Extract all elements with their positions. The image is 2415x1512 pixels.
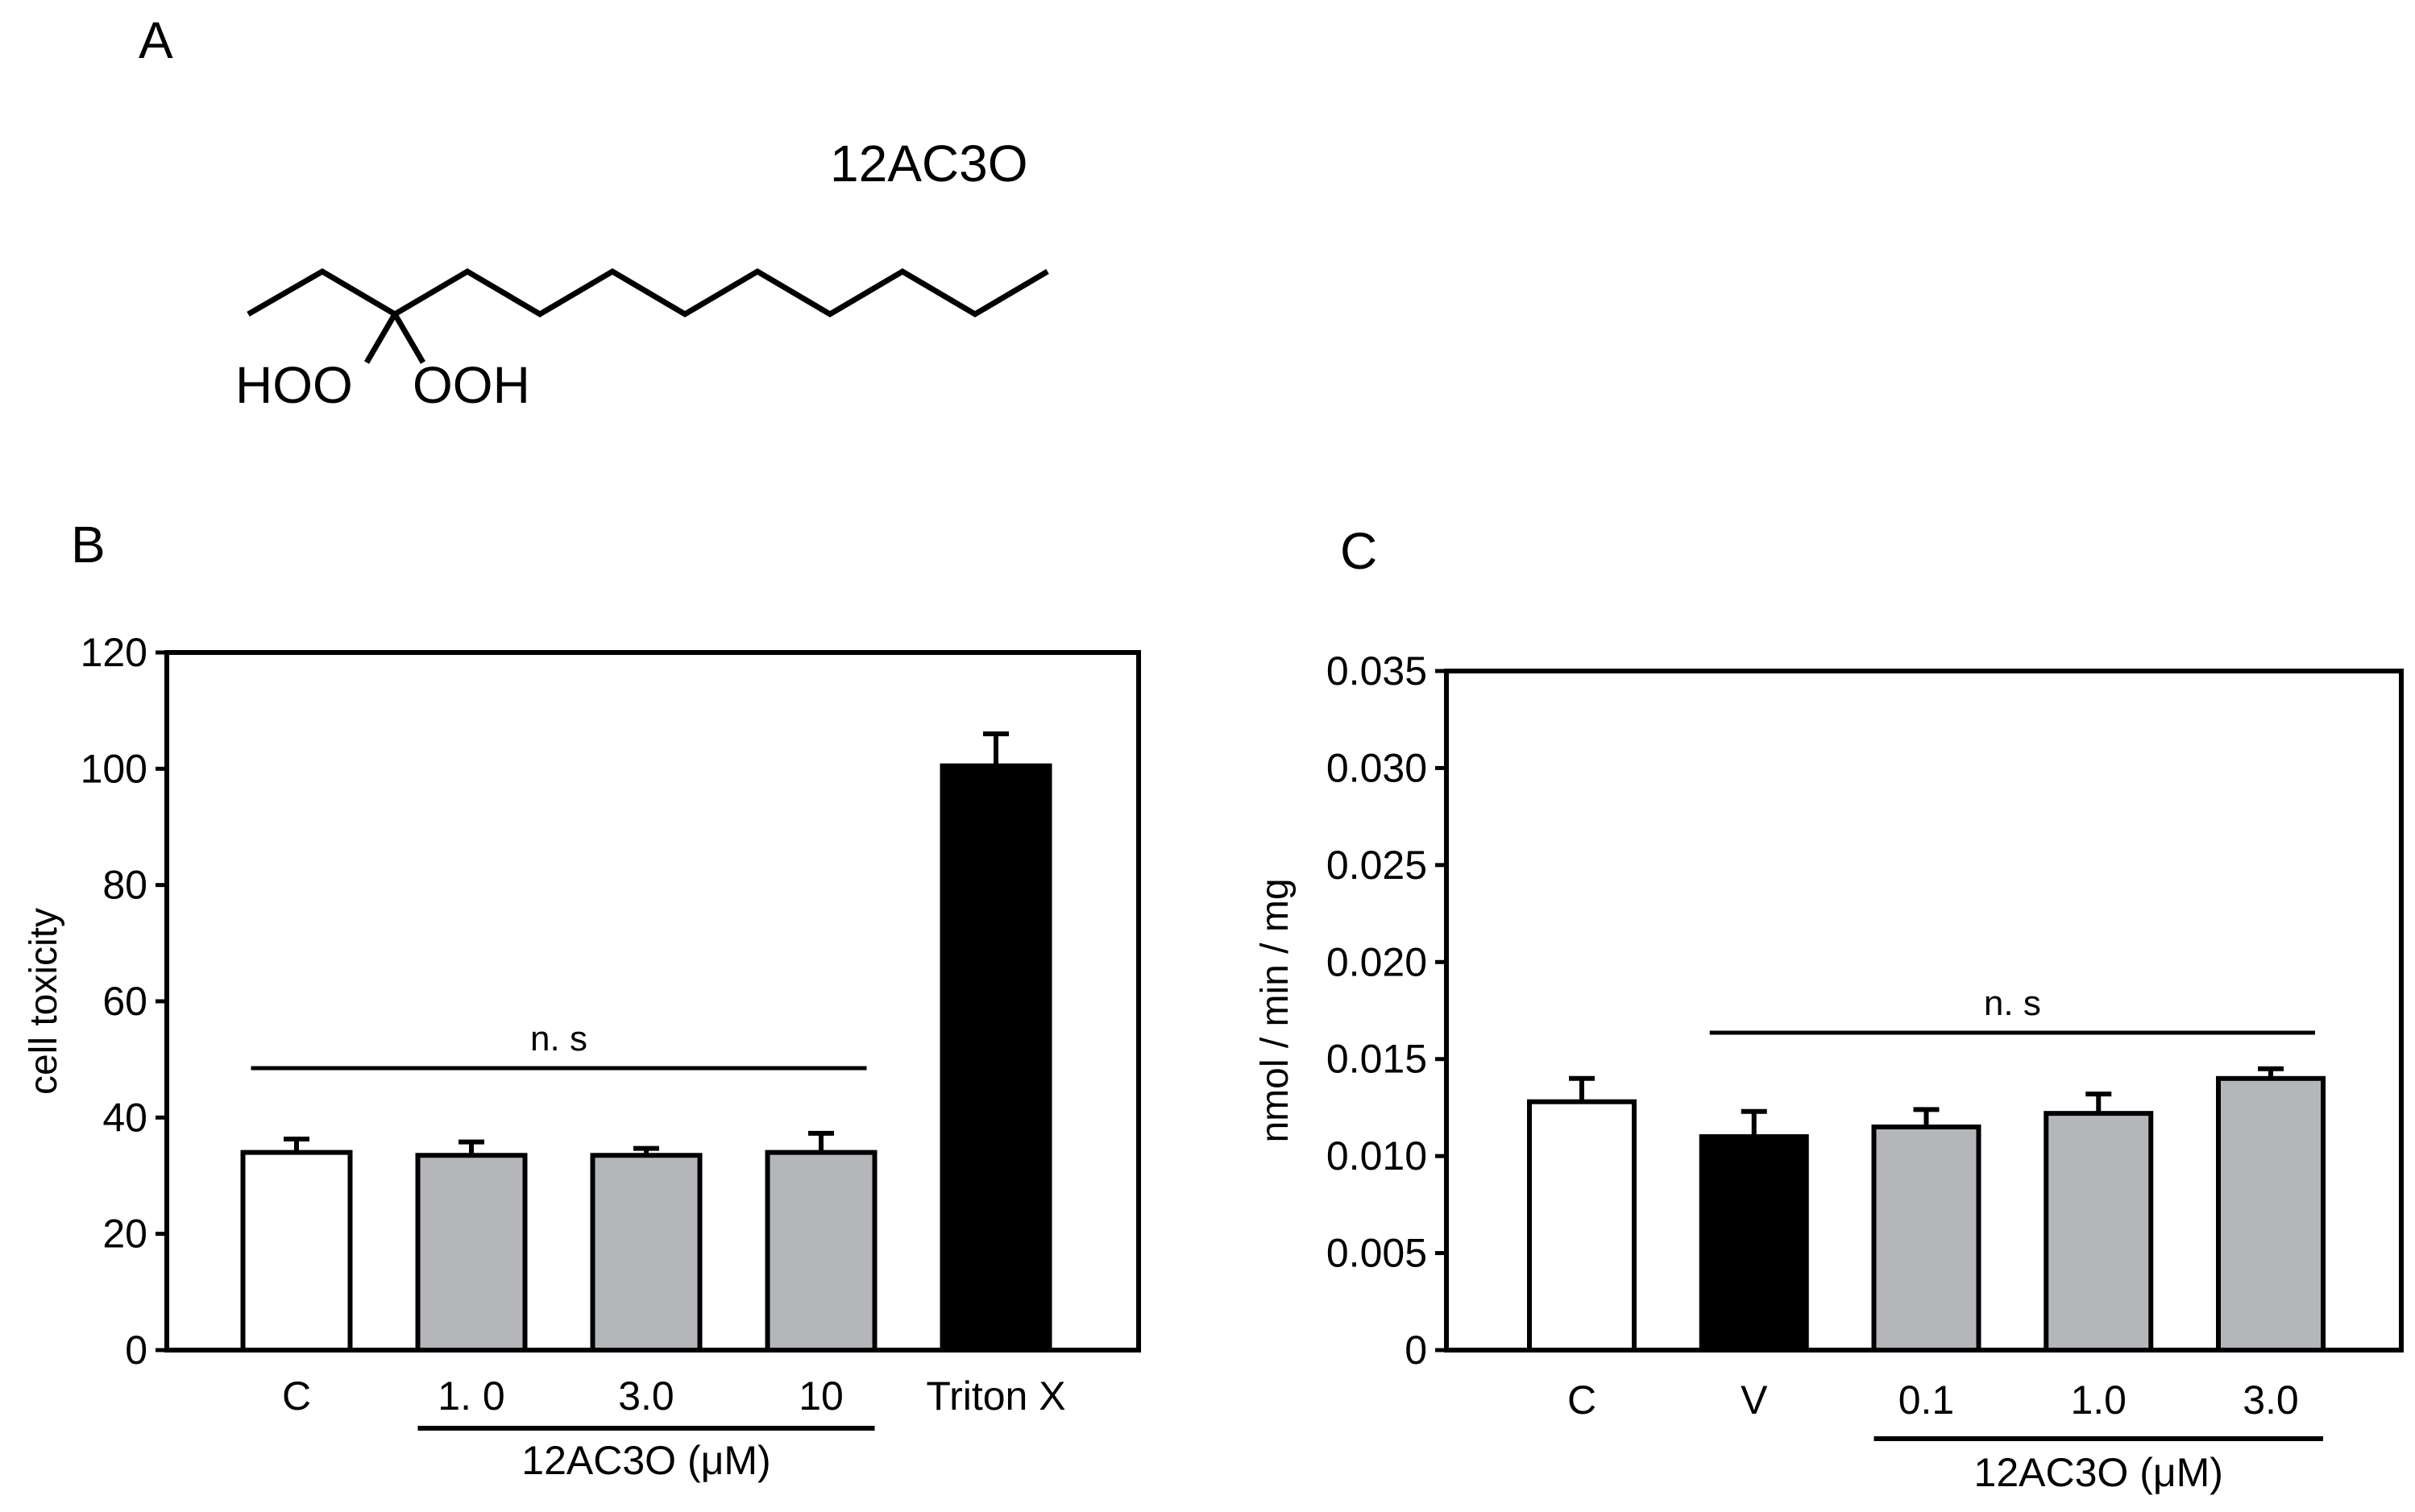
y-tick-label: 0.020 (1326, 939, 1427, 984)
significance-label: n. s (530, 1019, 587, 1058)
chart-b: 0 20 40 60 80 100 120 cell toxicity C 1. 0 3.0 10 Tr… (23, 630, 1141, 1483)
bar (765, 1150, 878, 1353)
x-category-label: C (1567, 1377, 1596, 1423)
bar (2216, 1075, 2326, 1353)
y-axis-label: nmol / min / mg (1254, 878, 1297, 1142)
y-tick-label: 0.030 (1326, 745, 1427, 790)
carbon-chain (247, 267, 1049, 318)
panel-c-letter: C (1340, 522, 1377, 580)
x-category-label: 1. 0 (438, 1373, 504, 1419)
y-tick-label: 100 (81, 746, 147, 791)
x-category-label: 3.0 (2243, 1377, 2299, 1423)
bar (1527, 1099, 1637, 1353)
y-tick-label: 20 (102, 1212, 147, 1257)
y-tick-label: 0.025 (1326, 843, 1427, 888)
y-tick-label: 0.005 (1326, 1231, 1427, 1276)
right-bond (392, 313, 426, 364)
significance-label: n. s (1984, 984, 2041, 1023)
x-category-label: C (282, 1373, 311, 1419)
x-category-label: 10 (799, 1373, 844, 1419)
group-label: 12AC3O (μM) (521, 1438, 770, 1483)
hydroperoxy-right: OOH (413, 356, 530, 414)
bar (2044, 1111, 2154, 1353)
y-tick-label: 40 (102, 1095, 147, 1140)
bar (590, 1153, 703, 1353)
bar (415, 1153, 528, 1353)
group-label: 12AC3O (μM) (1974, 1450, 2223, 1495)
bar (940, 763, 1052, 1353)
hydroperoxy-left: HOO (235, 356, 353, 414)
x-category-label: Triton X (926, 1373, 1065, 1419)
x-category-label: 3.0 (618, 1373, 674, 1419)
bar (1871, 1125, 1981, 1353)
y-tick-label: 0 (1405, 1328, 1427, 1373)
y-tick-label: 60 (102, 979, 147, 1024)
y-tick-label: 80 (102, 863, 147, 908)
y-tick-label: 120 (81, 630, 147, 675)
x-category-label: 0.1 (1898, 1377, 1955, 1423)
x-category-label: V (1741, 1377, 1768, 1423)
y-tick-label: 0.010 (1326, 1133, 1427, 1179)
panel-b-letter: B (71, 516, 106, 574)
left-bond (363, 313, 398, 364)
y-tick-label: 0 (125, 1328, 147, 1373)
y-axis-label: cell toxicity (23, 908, 65, 1095)
chart-c: 0 0.005 0.010 0.015 0.020 0.025 0.030 0.035 nmol… (1254, 648, 2404, 1495)
y-tick-label: 0.015 (1326, 1037, 1427, 1082)
compound-name: 12AC3O (830, 135, 1027, 193)
bar (240, 1150, 353, 1353)
bar (1699, 1134, 1809, 1353)
panel-a-letter: A (139, 11, 173, 69)
y-tick-label: 0.035 (1326, 648, 1427, 694)
x-category-label: 1.0 (2070, 1377, 2127, 1423)
